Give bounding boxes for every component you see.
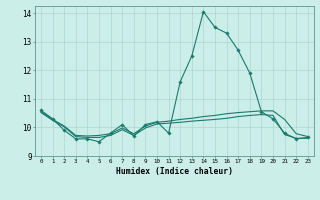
X-axis label: Humidex (Indice chaleur): Humidex (Indice chaleur)	[116, 167, 233, 176]
